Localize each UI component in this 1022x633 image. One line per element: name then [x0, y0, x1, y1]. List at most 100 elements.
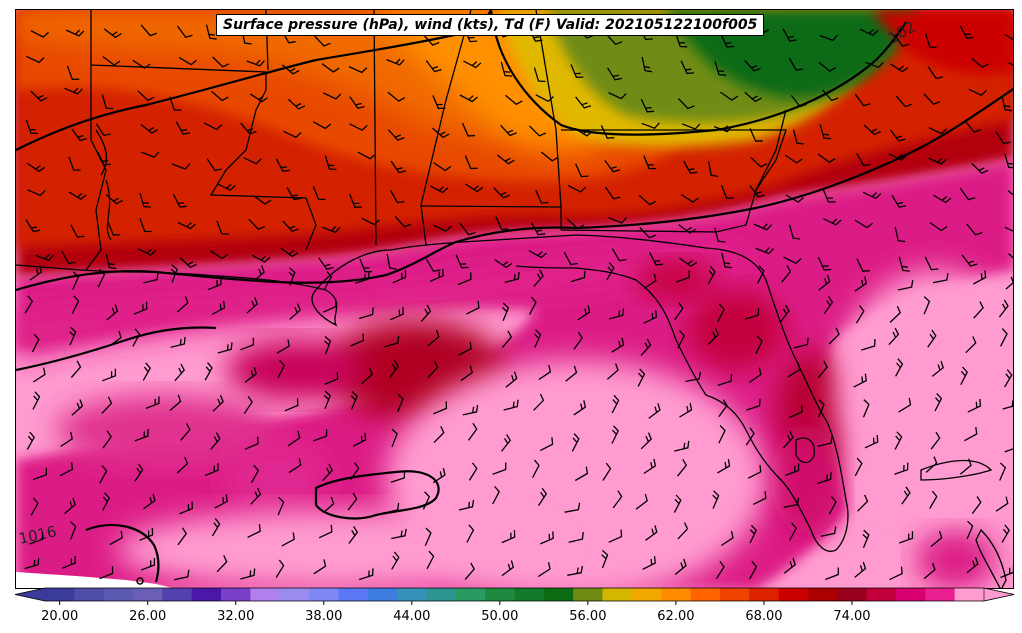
colorbar-ticks: 20.00 26.00 32.00 38.00 44.00 50.00 56.00 62.00…	[41, 601, 871, 624]
wind-barb	[25, 219, 41, 233]
wind-barb	[967, 398, 982, 413]
wind-barb	[69, 326, 77, 346]
wind-barb	[253, 265, 265, 282]
wind-barb	[427, 329, 440, 347]
wind-barb	[137, 248, 157, 256]
wind-barb	[675, 270, 690, 283]
boundaries-layer	[16, 10, 1007, 588]
wind-barb	[176, 25, 193, 38]
wind-barb	[783, 557, 796, 574]
wind-barb	[927, 66, 944, 80]
wind-barb	[720, 530, 734, 547]
wind-barb	[70, 360, 82, 379]
wind-barb	[573, 331, 583, 350]
wind-barb	[707, 161, 719, 178]
wind-barb	[65, 29, 85, 37]
wind-barb	[721, 252, 732, 269]
wind-barb	[817, 153, 836, 164]
colorbar-min-extend	[15, 588, 45, 601]
wind-barb	[533, 67, 546, 83]
wind-barb	[206, 158, 222, 172]
wind-barb	[501, 330, 513, 349]
wind-barb	[998, 299, 1009, 318]
wind-barb	[492, 485, 500, 505]
wind-barb	[783, 497, 800, 508]
wind-barb	[324, 270, 333, 290]
wind-barb	[640, 98, 655, 113]
wind-barb	[959, 187, 976, 201]
wind-barb	[212, 56, 230, 68]
wind-barb	[567, 184, 587, 193]
wind-barb	[965, 336, 977, 354]
wind-barb	[928, 127, 947, 135]
wind-barb	[642, 556, 656, 570]
wind-barb	[674, 440, 690, 452]
wind-barb	[313, 559, 327, 575]
colorbar-tick-label: 50.00	[481, 609, 518, 624]
wind-barb	[746, 398, 761, 411]
wind-barb	[502, 302, 510, 322]
wind-barb	[287, 430, 301, 447]
wind-barb	[214, 494, 228, 509]
wind-barb	[179, 501, 193, 515]
island-outline	[920, 459, 993, 481]
wind-barb	[492, 462, 507, 475]
wind-barb	[347, 492, 358, 511]
wind-barb	[641, 56, 653, 73]
wind-barb	[170, 336, 186, 348]
wind-barb	[898, 397, 912, 413]
wind-barb	[856, 258, 870, 272]
wind-barb	[496, 154, 515, 165]
wind-barb	[529, 125, 547, 137]
wind-barb	[173, 569, 190, 581]
wind-barb	[97, 151, 111, 166]
colorbar-swatch	[837, 588, 868, 601]
wind-barb	[244, 436, 259, 450]
wind-barb	[898, 256, 910, 272]
wind-barb	[971, 162, 989, 174]
wind-barb	[888, 327, 900, 346]
wind-barb	[247, 524, 261, 538]
wind-barb	[787, 362, 801, 378]
wind-barb	[755, 335, 763, 354]
wind-barb	[566, 218, 585, 230]
wind-barb	[494, 259, 513, 269]
wind-barb	[61, 250, 76, 265]
wind-barb	[101, 94, 114, 110]
wind-barb	[217, 342, 233, 354]
wind-barb	[281, 64, 300, 75]
wind-barb	[68, 191, 87, 200]
wind-barb	[357, 151, 376, 160]
wind-barb	[606, 262, 615, 281]
colorbar-swatch	[133, 588, 163, 601]
wind-barb	[216, 555, 228, 573]
wind-barb	[1001, 524, 1010, 543]
wind-barb	[30, 30, 49, 38]
wind-barb	[350, 391, 358, 410]
wind-barb	[749, 524, 757, 544]
wind-barb	[563, 251, 578, 266]
wind-barb	[1004, 226, 1013, 232]
isobar-line	[314, 470, 440, 520]
wind-barb	[27, 189, 46, 197]
wind-barb	[611, 394, 620, 414]
wind-barb	[251, 254, 271, 263]
wind-barb	[243, 395, 253, 415]
wind-barb	[783, 256, 802, 265]
wind-barb	[853, 373, 867, 388]
wind-barb	[501, 560, 515, 577]
wind-barb	[744, 59, 761, 72]
colorbar-swatch	[690, 588, 721, 601]
wind-barb	[359, 307, 374, 320]
wind-barb	[895, 358, 904, 377]
wind-barb	[1004, 33, 1013, 41]
wind-barb	[205, 24, 217, 40]
wind-barb	[32, 367, 46, 383]
wind-barb	[966, 556, 979, 574]
wind-barb	[645, 525, 658, 541]
wind-barb	[995, 131, 1011, 145]
wind-barb	[641, 122, 660, 129]
wind-barb	[24, 295, 34, 314]
wind-barb	[283, 130, 302, 139]
wind-barb	[971, 57, 989, 69]
